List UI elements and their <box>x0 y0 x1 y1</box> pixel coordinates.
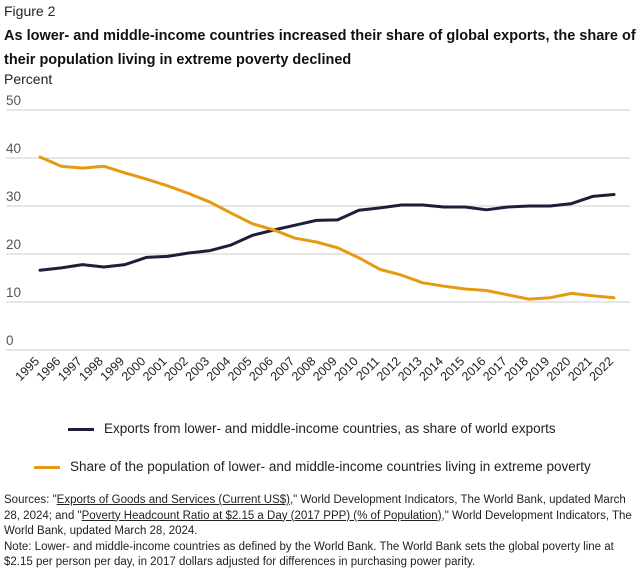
legend-label-exports: Exports from lower- and middle-income co… <box>104 421 556 436</box>
y-tick-label: 30 <box>6 189 21 204</box>
line-chart: 0 10 20 30 40 50 1995199619971998199920002001… <box>6 93 630 384</box>
y-tick-labels: 0 10 20 30 40 50 <box>6 93 21 348</box>
chart-title: As lower- and middle-income countries in… <box>4 28 636 68</box>
x-tick-labels: 1995199619971998199920002001200220032004… <box>13 354 617 384</box>
legend-swatch-exports <box>68 428 94 431</box>
series-lines <box>38 155 616 301</box>
y-tick-label: 40 <box>6 141 21 156</box>
series-line-poverty <box>38 155 616 301</box>
y-tick-label: 50 <box>6 93 21 108</box>
legend-label-poverty: Share of the population of lower- and mi… <box>70 459 591 474</box>
sources-mid-1: ," World Development Indicators, The Wor… <box>4 494 626 522</box>
y-axis-label: Percent <box>4 71 53 87</box>
note-text: Note: Lower- and middle-income countries… <box>4 540 614 569</box>
series-line-exports <box>38 193 616 272</box>
figure-label: Figure 2 <box>4 3 56 19</box>
source-link-poverty[interactable]: Poverty Headcount Ratio at $2.15 a Day (… <box>81 509 442 522</box>
sources-prefix: Sources: " <box>4 494 57 506</box>
y-tick-label: 20 <box>6 237 21 252</box>
sources-note: Sources: "Exports of Goods and Services … <box>4 493 636 571</box>
x-tick-label: 2022 <box>587 354 617 384</box>
sources-mid-2: ," World Development Indicators, The Wor… <box>4 509 632 538</box>
source-link-exports[interactable]: Exports of Goods and Services (Current U… <box>56 494 290 506</box>
gridlines <box>6 109 630 351</box>
legend-swatch-poverty <box>34 466 60 469</box>
y-tick-label: 0 <box>6 333 14 348</box>
y-tick-label: 10 <box>6 285 21 300</box>
